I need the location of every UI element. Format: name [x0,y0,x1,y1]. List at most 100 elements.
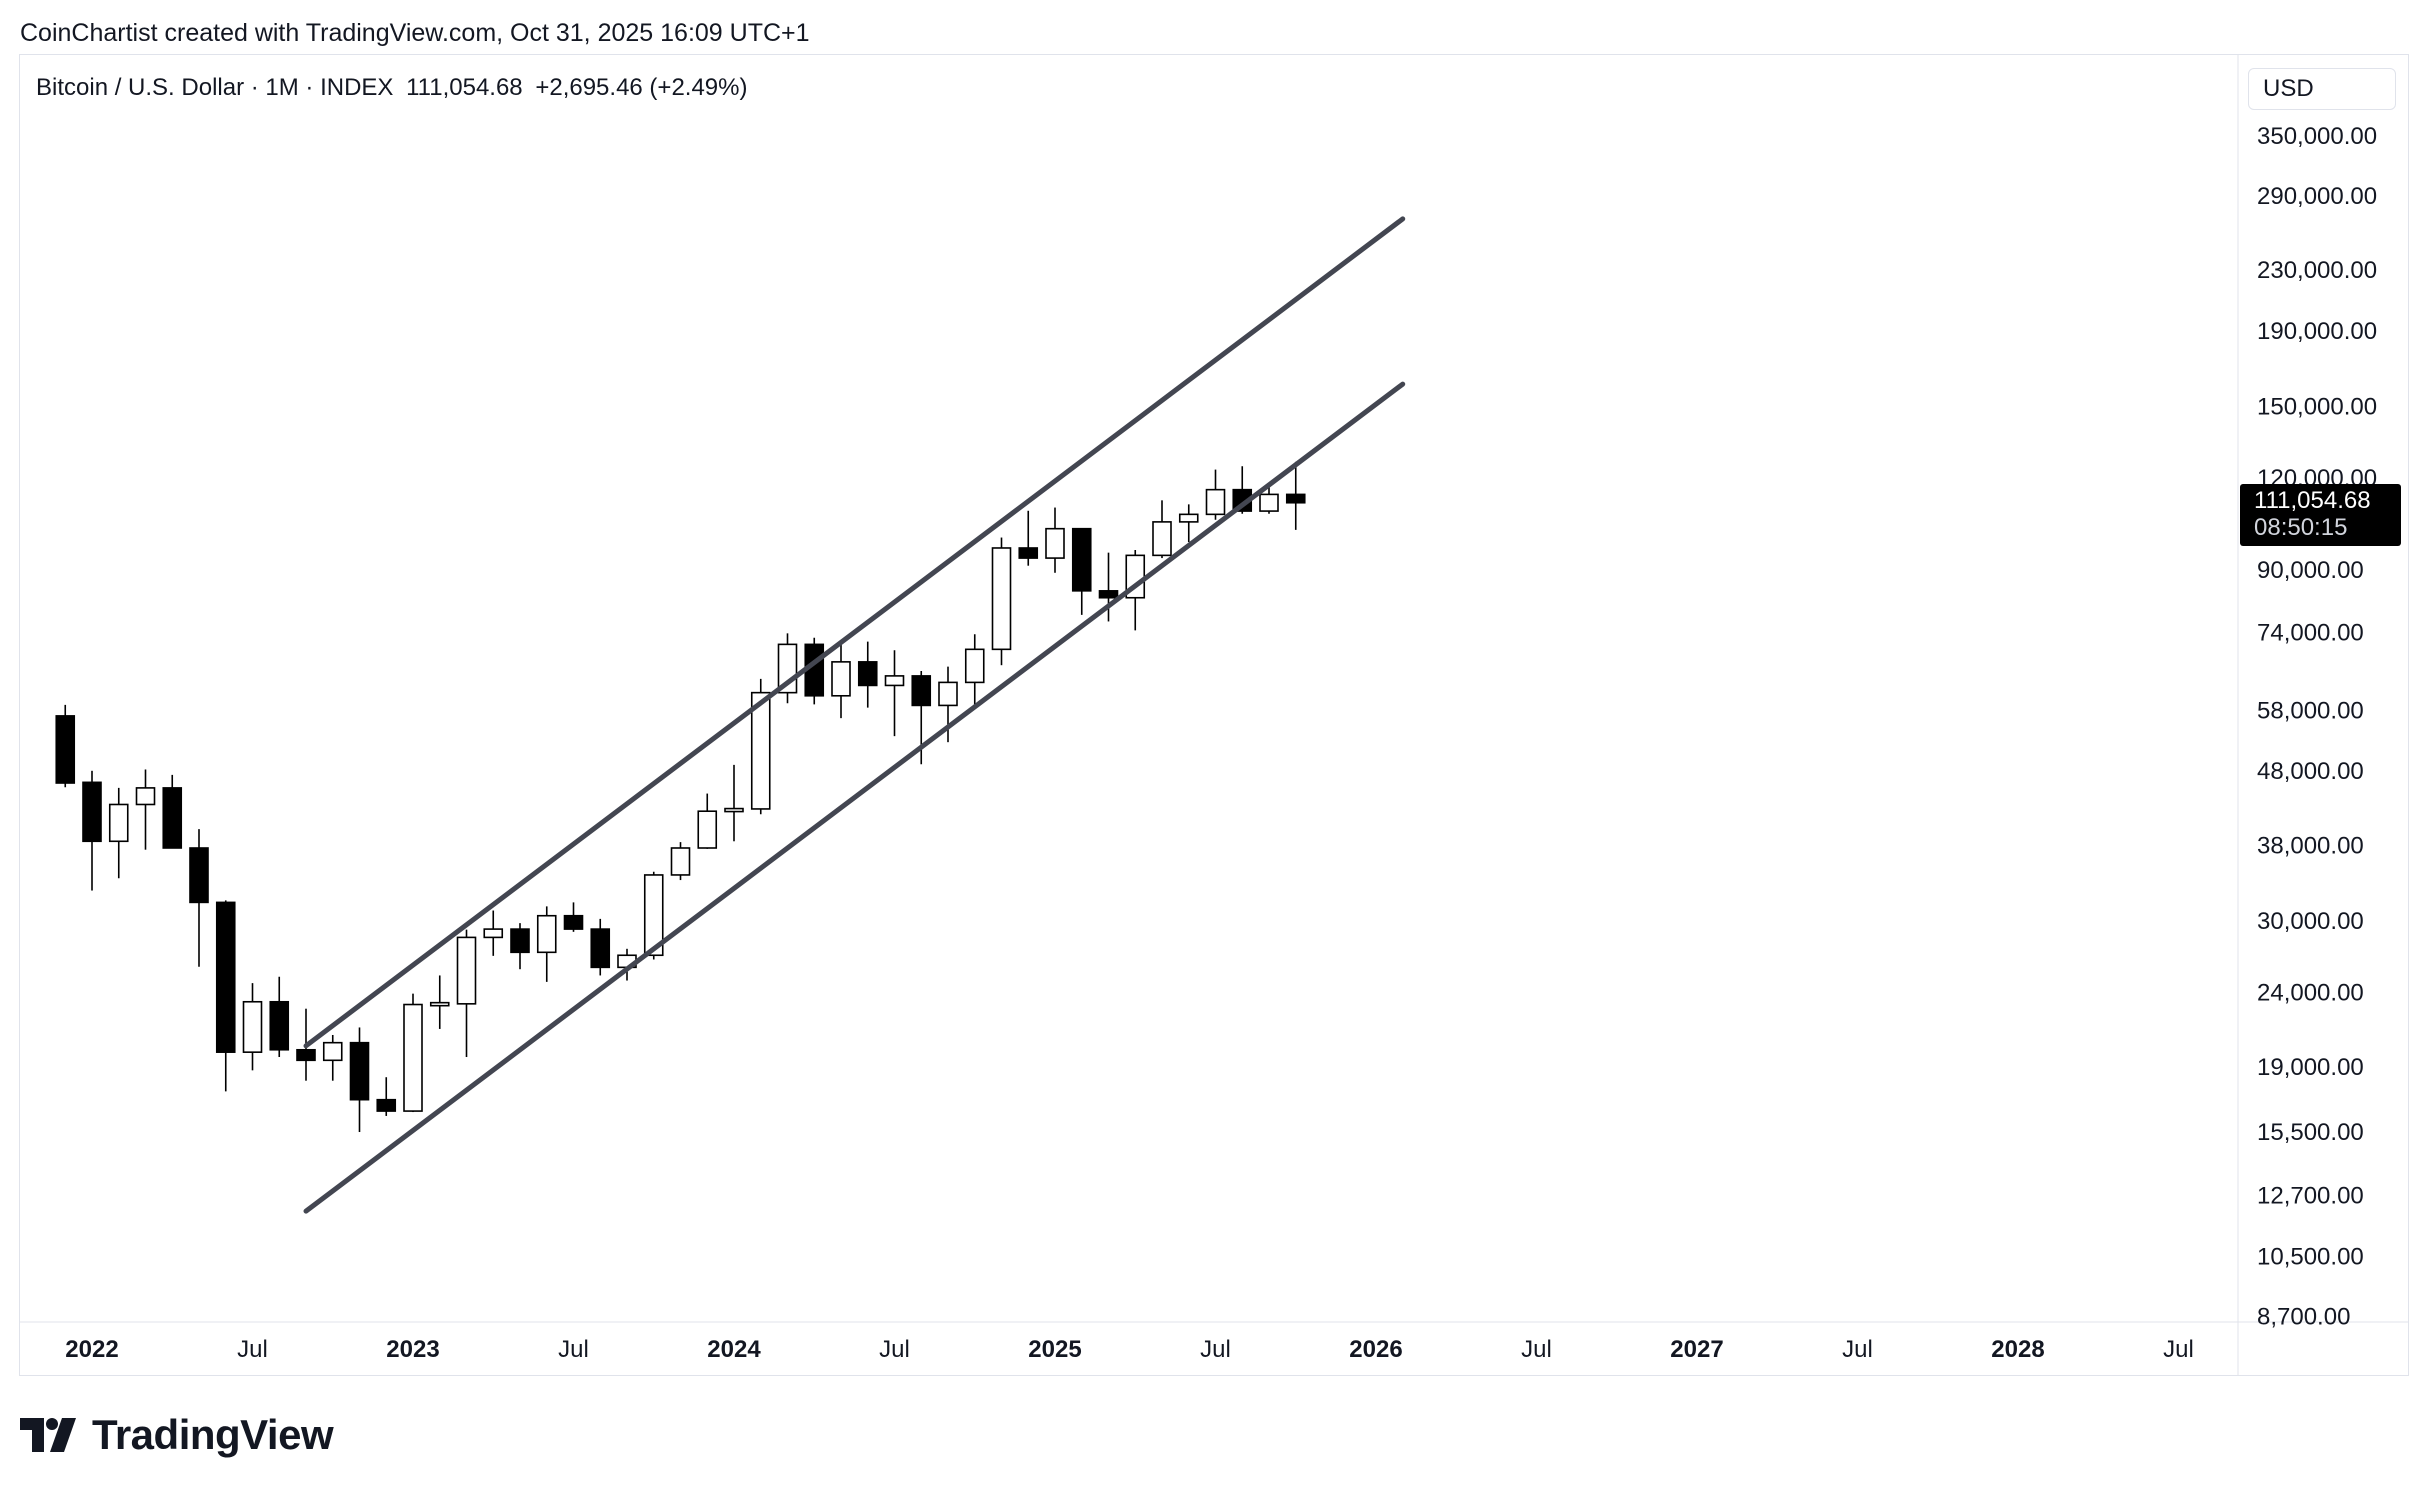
candle[interactable] [991,537,1012,666]
price-tick-label: 12,700.00 [2257,1183,2364,1210]
candle-body-down [349,1041,370,1101]
candle-body-down [911,675,932,707]
candle[interactable] [108,787,129,879]
candle[interactable] [1018,510,1039,566]
symbol-legend[interactable]: Bitcoin / U.S. Dollar · 1M · INDEX 111,0… [36,74,753,102]
trend-channel[interactable] [303,216,1406,1214]
price-tick-label: 190,000.00 [2257,318,2377,345]
legend-price: 111,054.68 [406,74,523,101]
candle[interactable] [643,871,664,960]
candle-body-down [82,781,102,843]
candle[interactable] [697,793,718,849]
price-tick-label: 350,000.00 [2257,123,2377,150]
candle[interactable] [510,923,530,970]
candle[interactable] [55,704,76,788]
price-tick-label: 58,000.00 [2257,697,2364,724]
time-tick-label: 2023 [386,1336,439,1363]
time-axis[interactable]: 2022 Jul 2023 Jul 2024 Jul 2025 Jul 2026 Jul 2027 J… [65,1336,2194,1363]
candle[interactable] [563,902,584,932]
candle[interactable] [1152,500,1172,559]
price-tick-label: 230,000.00 [2257,257,2377,284]
candle[interactable] [1178,504,1199,543]
legend-change: +2,695.46 (+2.49%) [535,74,748,101]
candles [55,461,1306,1133]
tradingview-logo[interactable]: TradingView [20,1411,334,1459]
candle-body-down [296,1048,316,1062]
candle-body-up [242,1000,263,1053]
candle[interactable] [483,910,504,956]
candle[interactable] [376,1077,397,1116]
price-tick-label: 30,000.00 [2257,908,2364,935]
price-tick-label: 48,000.00 [2257,758,2364,785]
candle-body-down [1285,493,1306,504]
candle-body-up [750,691,771,810]
price-tick-label: 24,000.00 [2257,979,2364,1006]
channel-upper-line[interactable] [303,216,1406,1049]
candle-body-up [643,874,664,957]
candle[interactable] [536,906,557,982]
candle-body-up [456,936,477,1005]
candle[interactable] [831,641,851,719]
candle-body-down [162,787,183,849]
candle[interactable] [857,641,878,708]
candle[interactable] [590,918,611,976]
time-tick-label: 2022 [65,1336,118,1363]
candle-body-up [403,1003,423,1112]
candle[interactable] [403,993,423,1113]
candle[interactable] [162,774,183,849]
candle-body-down [1098,590,1119,599]
candle[interactable] [1071,527,1092,615]
candle[interactable] [349,1027,370,1133]
candle[interactable] [1098,552,1119,622]
candle-body-down [1071,527,1092,592]
candle[interactable] [215,900,236,1092]
candle-body-down [376,1098,397,1112]
time-tick-label: 2024 [707,1336,761,1363]
candle[interactable] [429,975,450,1029]
price-tick-label: 19,000.00 [2257,1054,2364,1081]
currency-button[interactable]: USD [2248,68,2396,110]
time-tick-label: Jul [1521,1336,1552,1363]
price-tick-label: 290,000.00 [2257,183,2377,210]
candle-body-up [322,1041,343,1062]
time-tick-label: 2028 [1991,1336,2044,1363]
candle-body-up [884,675,905,687]
candle[interactable] [322,1034,343,1081]
price-axis[interactable]: 350,000.00 290,000.00 230,000.00 190,000.00… [2257,123,2377,1331]
candle[interactable] [1259,483,1279,514]
candle[interactable] [269,976,290,1058]
candle-body-up [670,847,691,876]
candle[interactable] [242,983,263,1071]
candle-body-down [55,715,76,784]
candle[interactable] [884,650,905,737]
candle[interactable] [1285,461,1306,530]
candle-body-down [510,928,530,954]
candle[interactable] [189,829,209,967]
candle[interactable] [670,842,691,881]
time-tick-label: Jul [2163,1336,2194,1363]
candle[interactable] [1045,507,1065,573]
price-tick-label: 15,500.00 [2257,1119,2364,1146]
candle[interactable] [456,929,477,1058]
candle[interactable] [724,764,744,842]
time-tick-label: Jul [237,1336,268,1363]
candle[interactable] [964,634,985,706]
channel-lower-line[interactable] [303,381,1406,1214]
candle[interactable] [1205,469,1226,520]
bar-countdown: 08:50:15 [2254,514,2348,541]
last-price-tag: 111,054.68 08:50:15 [2240,484,2401,546]
price-tick-label: 38,000.00 [2257,832,2364,859]
candle[interactable] [777,633,798,704]
candle[interactable] [135,769,156,850]
time-tick-label: Jul [558,1336,589,1363]
time-tick-label: Jul [1842,1336,1873,1363]
candle[interactable] [82,770,102,891]
tradingview-logo-text: TradingView [92,1411,334,1458]
candle[interactable] [804,637,825,705]
candle-body-up [964,648,985,684]
candle-body-up [991,547,1012,651]
candle-body-down [563,914,584,930]
candle-body-up [1205,488,1226,516]
candle-body-down [269,1000,290,1051]
